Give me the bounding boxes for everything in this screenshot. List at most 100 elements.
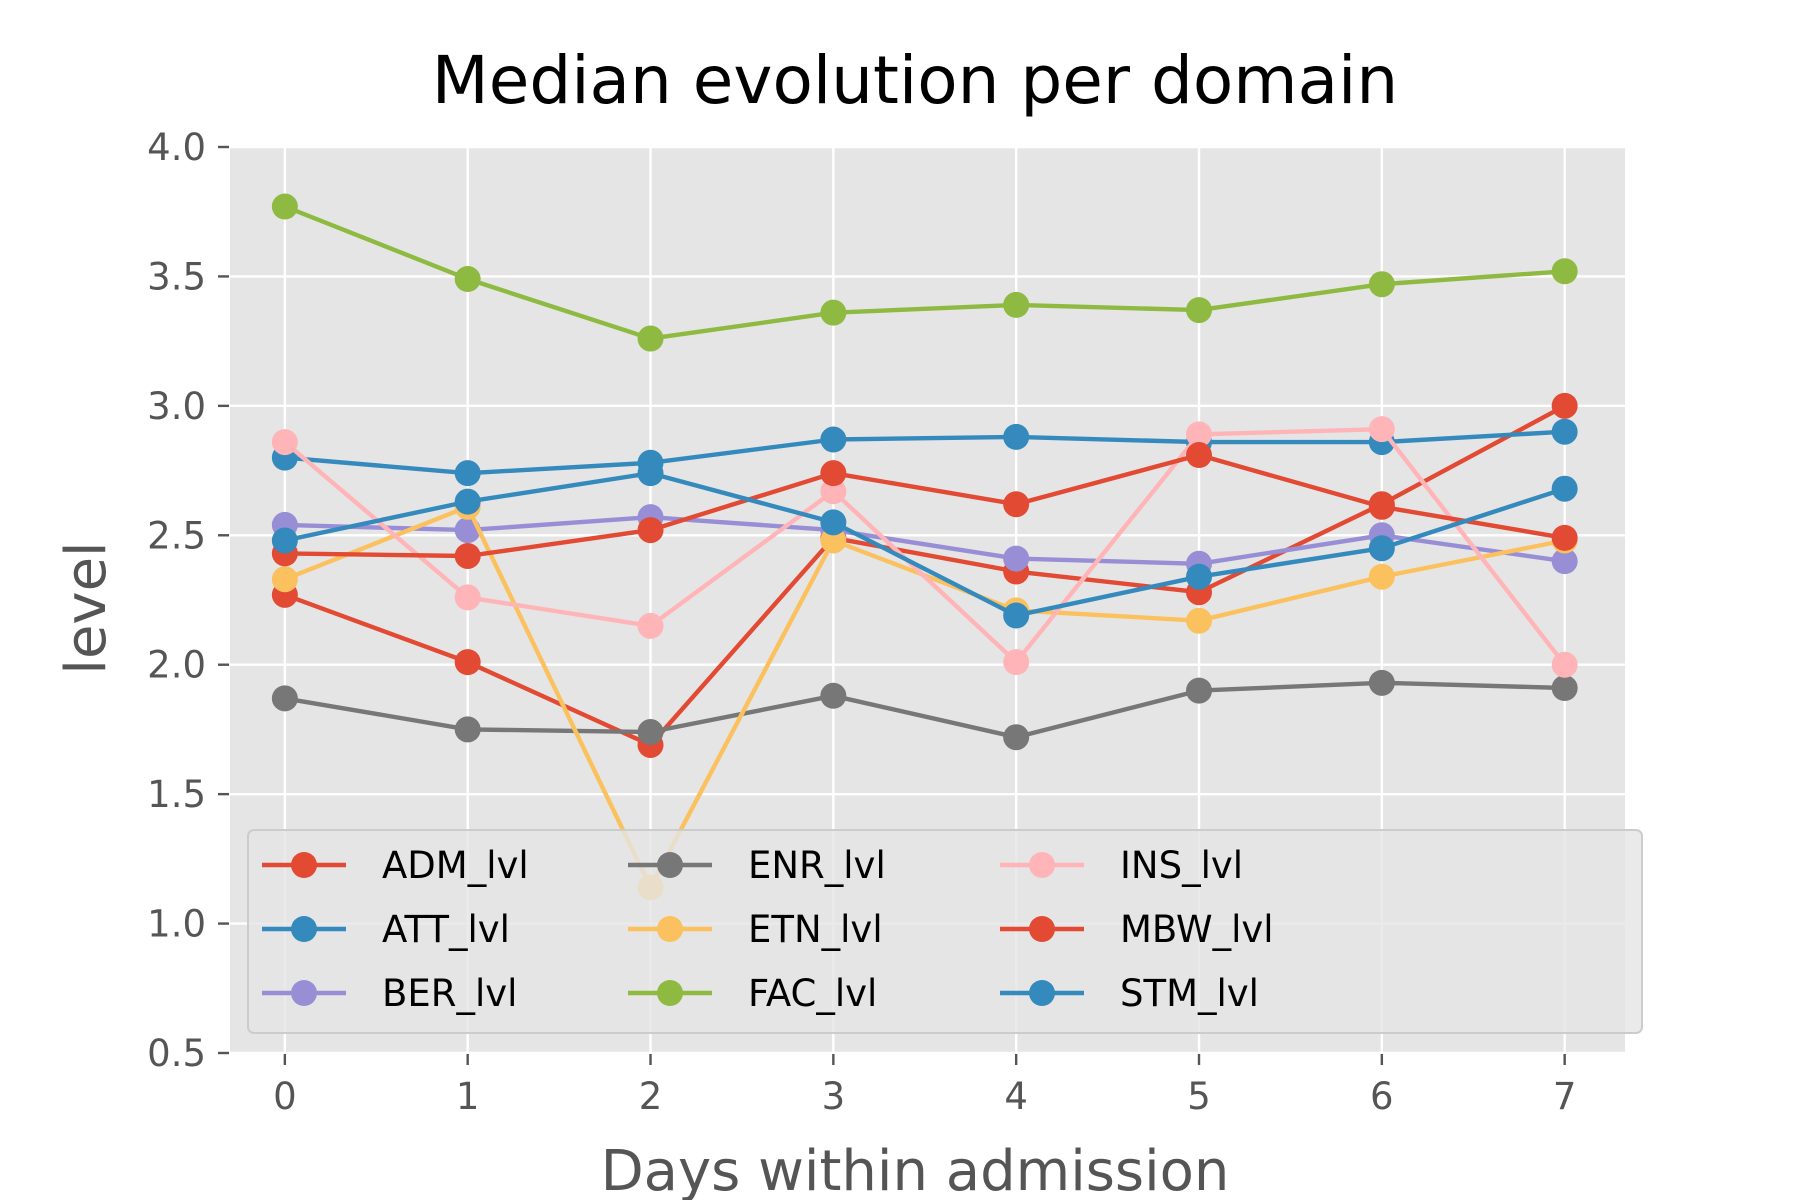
data-point [454, 584, 481, 611]
legend-label: ATT_lvl [382, 908, 510, 951]
legend-label: STM_lvl [1120, 972, 1259, 1015]
legend-swatch-marker [291, 916, 317, 942]
data-point [1003, 423, 1030, 450]
data-point [1551, 418, 1578, 445]
data-point [820, 509, 847, 536]
x-tick-label: 4 [1004, 1075, 1028, 1118]
data-point [454, 488, 481, 515]
x-tick-label: 6 [1370, 1075, 1394, 1118]
legend-label: INS_lvl [1120, 844, 1243, 887]
legend-swatch-marker [1029, 852, 1055, 878]
data-point [1368, 271, 1395, 298]
legend-item: MBW_lvl [1000, 908, 1274, 951]
series-fac-lvl [271, 193, 1578, 352]
legend-label: MBW_lvl [1120, 908, 1274, 951]
series-line [283, 427, 1567, 667]
data-point [1551, 392, 1578, 419]
y-tick-label: 4.0 [147, 126, 206, 169]
data-point [454, 542, 481, 569]
data-point [1551, 651, 1578, 678]
data-point [1003, 649, 1030, 676]
y-axis-ticks: 0.5 1.0 1.5 2.0 2.5 3.0 3.5 4.0 [147, 126, 229, 1075]
x-tick-label: 7 [1553, 1075, 1577, 1118]
series-line [284, 452, 1566, 559]
chart-title: Median evolution per domain [432, 42, 1398, 119]
x-tick-label: 5 [1187, 1075, 1211, 1118]
data-point [1551, 258, 1578, 285]
data-point [1551, 675, 1578, 702]
data-point [271, 527, 298, 554]
legend-label: ENR_lvl [748, 844, 886, 887]
data-point [1186, 563, 1213, 590]
y-axis-label: level [54, 541, 119, 674]
data-point [1186, 297, 1213, 324]
data-point [1551, 548, 1578, 575]
data-point [637, 719, 664, 746]
data-point [1551, 475, 1578, 502]
series-line [284, 429, 1565, 476]
x-axis-label: Days within admission [601, 1139, 1230, 1200]
data-point [454, 716, 481, 743]
data-point [1003, 724, 1030, 751]
y-tick-label: 3.0 [147, 385, 206, 428]
y-tick-label: 3.5 [147, 255, 206, 298]
data-point [1003, 545, 1030, 572]
series-stm-lvl [271, 460, 1578, 629]
y-tick-label: 2.0 [147, 644, 206, 687]
legend-label: FAC_lvl [748, 972, 877, 1015]
legend-item: ADM_lvl [262, 844, 529, 887]
data-point [1003, 291, 1030, 318]
data-point [1368, 416, 1395, 443]
x-tick-label: 0 [273, 1075, 297, 1118]
y-tick-label: 2.5 [147, 514, 206, 557]
y-tick-label: 0.5 [147, 1032, 206, 1075]
data-point [820, 527, 847, 554]
legend-label: ETN_lvl [748, 908, 883, 951]
series-line [283, 204, 1565, 341]
series-mbw-lvl [271, 442, 1578, 569]
data-point [454, 649, 481, 676]
legend-item: ETN_lvl [628, 908, 883, 951]
x-tick-label: 2 [639, 1075, 663, 1118]
series-line [284, 403, 1566, 748]
legend-item: INS_lvl [1000, 844, 1243, 887]
data-point [1003, 491, 1030, 518]
data-point [1186, 442, 1213, 469]
series-line [284, 515, 1566, 566]
data-point [820, 426, 847, 453]
legend-label: ADM_lvl [382, 844, 529, 887]
data-point [454, 266, 481, 293]
data-point [820, 682, 847, 709]
data-point [1186, 607, 1213, 634]
x-tick-label: 1 [456, 1075, 480, 1118]
data-point [271, 685, 298, 712]
data-point [1368, 669, 1395, 696]
data-point [637, 612, 664, 639]
legend-item: ENR_lvl [628, 844, 886, 887]
data-point [637, 460, 664, 487]
series-enr-lvl [271, 669, 1578, 751]
data-point [271, 429, 298, 456]
y-tick-label: 1.0 [147, 903, 206, 946]
data-point [1368, 563, 1395, 590]
series-line [284, 680, 1565, 740]
series-ins-lvl [271, 416, 1578, 678]
legend-swatch-marker [657, 980, 683, 1006]
data-point [1551, 524, 1578, 551]
data-point [820, 299, 847, 326]
legend-swatch-marker [1029, 980, 1055, 1006]
data-point [637, 517, 664, 544]
data-point [271, 566, 298, 593]
legend-swatch-marker [291, 980, 317, 1006]
data-point [1368, 493, 1395, 520]
legend-label: BER_lvl [382, 972, 517, 1015]
data-point [1186, 421, 1213, 448]
legend-item: BER_lvl [262, 972, 517, 1015]
legend-item: ATT_lvl [262, 908, 510, 951]
x-tick-label: 3 [822, 1075, 846, 1118]
data-point [1186, 677, 1213, 704]
data-point [820, 460, 847, 487]
data-point [820, 478, 847, 505]
legend-item: STM_lvl [1000, 972, 1259, 1015]
